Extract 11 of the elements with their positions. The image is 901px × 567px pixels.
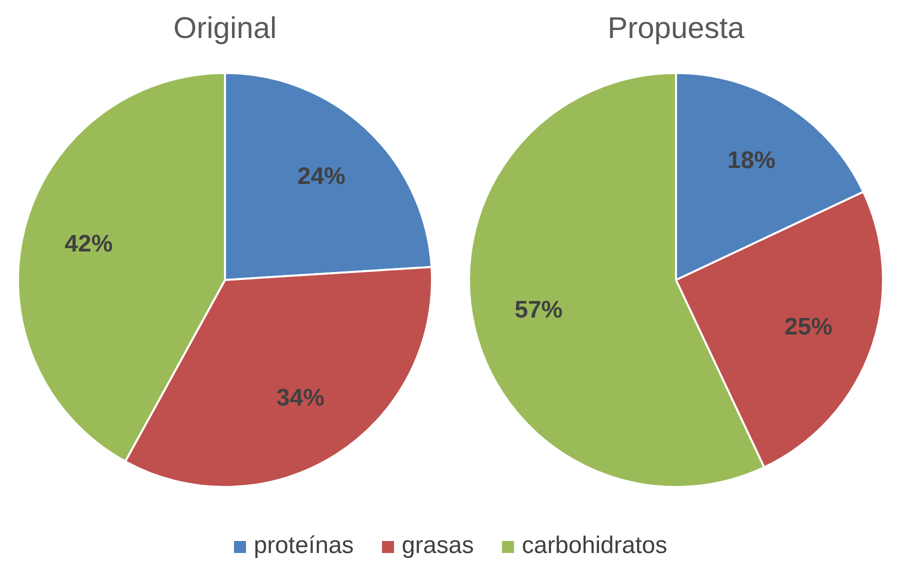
data-label: 34% — [276, 384, 324, 412]
data-label: 25% — [784, 313, 832, 340]
legend-label: proteínas — [252, 532, 354, 560]
data-label: 24% — [297, 163, 346, 190]
data-label: 42% — [64, 230, 113, 258]
legend-label: carbohidratos — [520, 532, 668, 560]
chart-title: Original — [172, 12, 278, 46]
chart-title: Propuesta — [606, 12, 746, 46]
legend-label: grasas — [400, 532, 474, 560]
data-label: 57% — [514, 296, 563, 324]
data-label: 18% — [727, 146, 776, 174]
